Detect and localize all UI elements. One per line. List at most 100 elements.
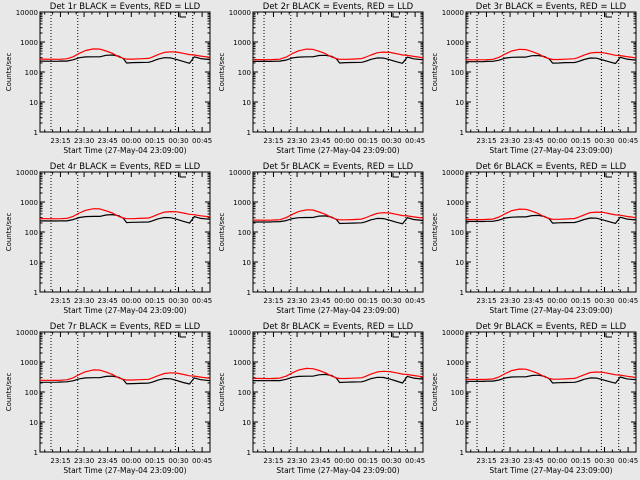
x-axis-label: Start Time (27-May-04 23:09:00) — [276, 146, 399, 155]
x-tick-label: 00:30 — [381, 297, 401, 305]
x-tick-label: 00:30 — [594, 457, 614, 465]
x-tick-label: 00:15 — [571, 457, 591, 465]
x-tick-label: 00:45 — [618, 297, 638, 305]
x-tick-label: 23:30 — [500, 457, 520, 465]
panel-title: Det 7r BLACK = Events, RED = LLD — [50, 322, 201, 332]
y-tick-label: 10 — [29, 99, 38, 107]
x-tick-label: 00:15 — [145, 137, 165, 145]
x-tick-label: 23:45 — [524, 137, 544, 145]
x-tick-label: 00:30 — [594, 137, 614, 145]
y-axis-label: Counts/sec — [431, 213, 439, 252]
panel-title: Det 2r BLACK = Events, RED = LLD — [263, 2, 414, 12]
x-tick-label: 00:15 — [358, 137, 378, 145]
y-tick-label: 10 — [29, 419, 38, 427]
x-tick-label: 00:30 — [168, 457, 188, 465]
chart-panel: Det 7r BLACK = Events, RED = LLD 1 10 100 10… — [5, 322, 212, 475]
y-axis-label: Counts/sec — [5, 213, 13, 252]
lld-series-line — [465, 368, 637, 381]
y-tick-label: 100 — [238, 69, 251, 77]
corner-marker — [605, 333, 612, 338]
chart-panel: Det 6r BLACK = Events, RED = LLD 1 10 100 10… — [431, 162, 638, 315]
corner-marker — [605, 13, 612, 18]
y-tick-label: 10000 — [16, 329, 38, 337]
panel-title: Det 5r BLACK = Events, RED = LLD — [263, 162, 414, 172]
x-tick-label: 00:30 — [381, 457, 401, 465]
y-axis-label: Counts/sec — [5, 53, 13, 92]
y-tick-label: 10000 — [16, 9, 38, 17]
y-tick-label: 1 — [247, 449, 251, 457]
panel-title: Det 9r BLACK = Events, RED = LLD — [476, 322, 627, 332]
x-tick-label: 00:00 — [334, 297, 354, 305]
x-tick-label: 00:45 — [192, 457, 212, 465]
x-tick-label: 00:15 — [145, 297, 165, 305]
lld-series-line — [39, 369, 211, 381]
x-axis-label: Start Time (27-May-04 23:09:00) — [63, 466, 186, 475]
y-tick-label: 1000 — [446, 39, 464, 47]
chart-panel: Det 5r BLACK = Events, RED = LLD 1 10 100 10… — [218, 162, 425, 315]
x-tick-label: 00:45 — [405, 137, 425, 145]
corner-marker — [179, 13, 186, 18]
x-tick-label: 23:15 — [50, 457, 70, 465]
y-tick-label: 10000 — [442, 169, 464, 177]
y-tick-label: 10 — [455, 259, 464, 267]
corner-marker — [392, 13, 399, 18]
y-tick-label: 1 — [460, 129, 464, 137]
events-series-line — [465, 374, 637, 384]
x-axis-label: Start Time (27-May-04 23:09:00) — [63, 146, 186, 155]
chart-panel: Det 2r BLACK = Events, RED = LLD 1 10 100 10… — [218, 2, 425, 155]
x-tick-label: 23:45 — [311, 297, 331, 305]
corner-marker — [392, 173, 399, 178]
x-tick-label: 00:30 — [594, 297, 614, 305]
chart-panel: Det 3r BLACK = Events, RED = LLD 1 10 100 10… — [431, 2, 638, 155]
y-axis-label: Counts/sec — [218, 53, 226, 92]
x-tick-label: 23:15 — [476, 297, 496, 305]
x-tick-label: 23:30 — [287, 137, 307, 145]
x-tick-label: 23:45 — [311, 137, 331, 145]
x-tick-label: 23:30 — [287, 457, 307, 465]
x-tick-label: 00:15 — [571, 137, 591, 145]
x-tick-label: 00:15 — [571, 297, 591, 305]
corner-marker — [605, 173, 612, 178]
y-tick-label: 10 — [242, 419, 251, 427]
panel-title: Det 8r BLACK = Events, RED = LLD — [263, 322, 414, 332]
y-tick-label: 1 — [34, 129, 38, 137]
x-tick-label: 23:45 — [311, 457, 331, 465]
y-tick-label: 1 — [460, 449, 464, 457]
y-tick-label: 1000 — [233, 359, 251, 367]
panel-title: Det 3r BLACK = Events, RED = LLD — [476, 2, 627, 12]
lld-series-line — [252, 209, 424, 221]
x-axis-label: Start Time (27-May-04 23:09:00) — [276, 306, 399, 315]
lld-series-line — [39, 208, 211, 220]
y-tick-label: 1000 — [20, 359, 38, 367]
y-tick-label: 10 — [455, 99, 464, 107]
x-tick-label: 00:00 — [547, 457, 567, 465]
lld-series-line — [252, 48, 424, 61]
y-tick-label: 1 — [460, 289, 464, 297]
corner-marker — [392, 333, 399, 338]
x-tick-label: 00:45 — [405, 457, 425, 465]
y-tick-label: 100 — [25, 389, 38, 397]
y-tick-label: 100 — [451, 229, 464, 237]
chart-panel: Det 9r BLACK = Events, RED = LLD 1 10 100 10… — [431, 322, 638, 475]
x-tick-label: 23:15 — [263, 297, 283, 305]
events-series-line — [39, 375, 211, 385]
x-tick-label: 00:00 — [334, 457, 354, 465]
y-tick-label: 100 — [238, 389, 251, 397]
y-tick-label: 1000 — [233, 199, 251, 207]
events-series-line — [253, 54, 424, 64]
x-tick-label: 23:45 — [98, 457, 118, 465]
lld-series-line — [465, 208, 637, 221]
x-tick-label: 23:15 — [263, 137, 283, 145]
events-series-line — [465, 214, 637, 224]
x-tick-label: 00:00 — [121, 297, 141, 305]
y-tick-label: 1 — [247, 289, 251, 297]
x-tick-label: 23:45 — [98, 297, 118, 305]
x-tick-label: 00:00 — [121, 137, 141, 145]
y-axis-label: Counts/sec — [218, 213, 226, 252]
y-axis-label: Counts/sec — [431, 373, 439, 412]
lld-series-line — [466, 48, 637, 61]
panel-title: Det 1r BLACK = Events, RED = LLD — [50, 2, 201, 12]
y-tick-label: 1 — [247, 129, 251, 137]
